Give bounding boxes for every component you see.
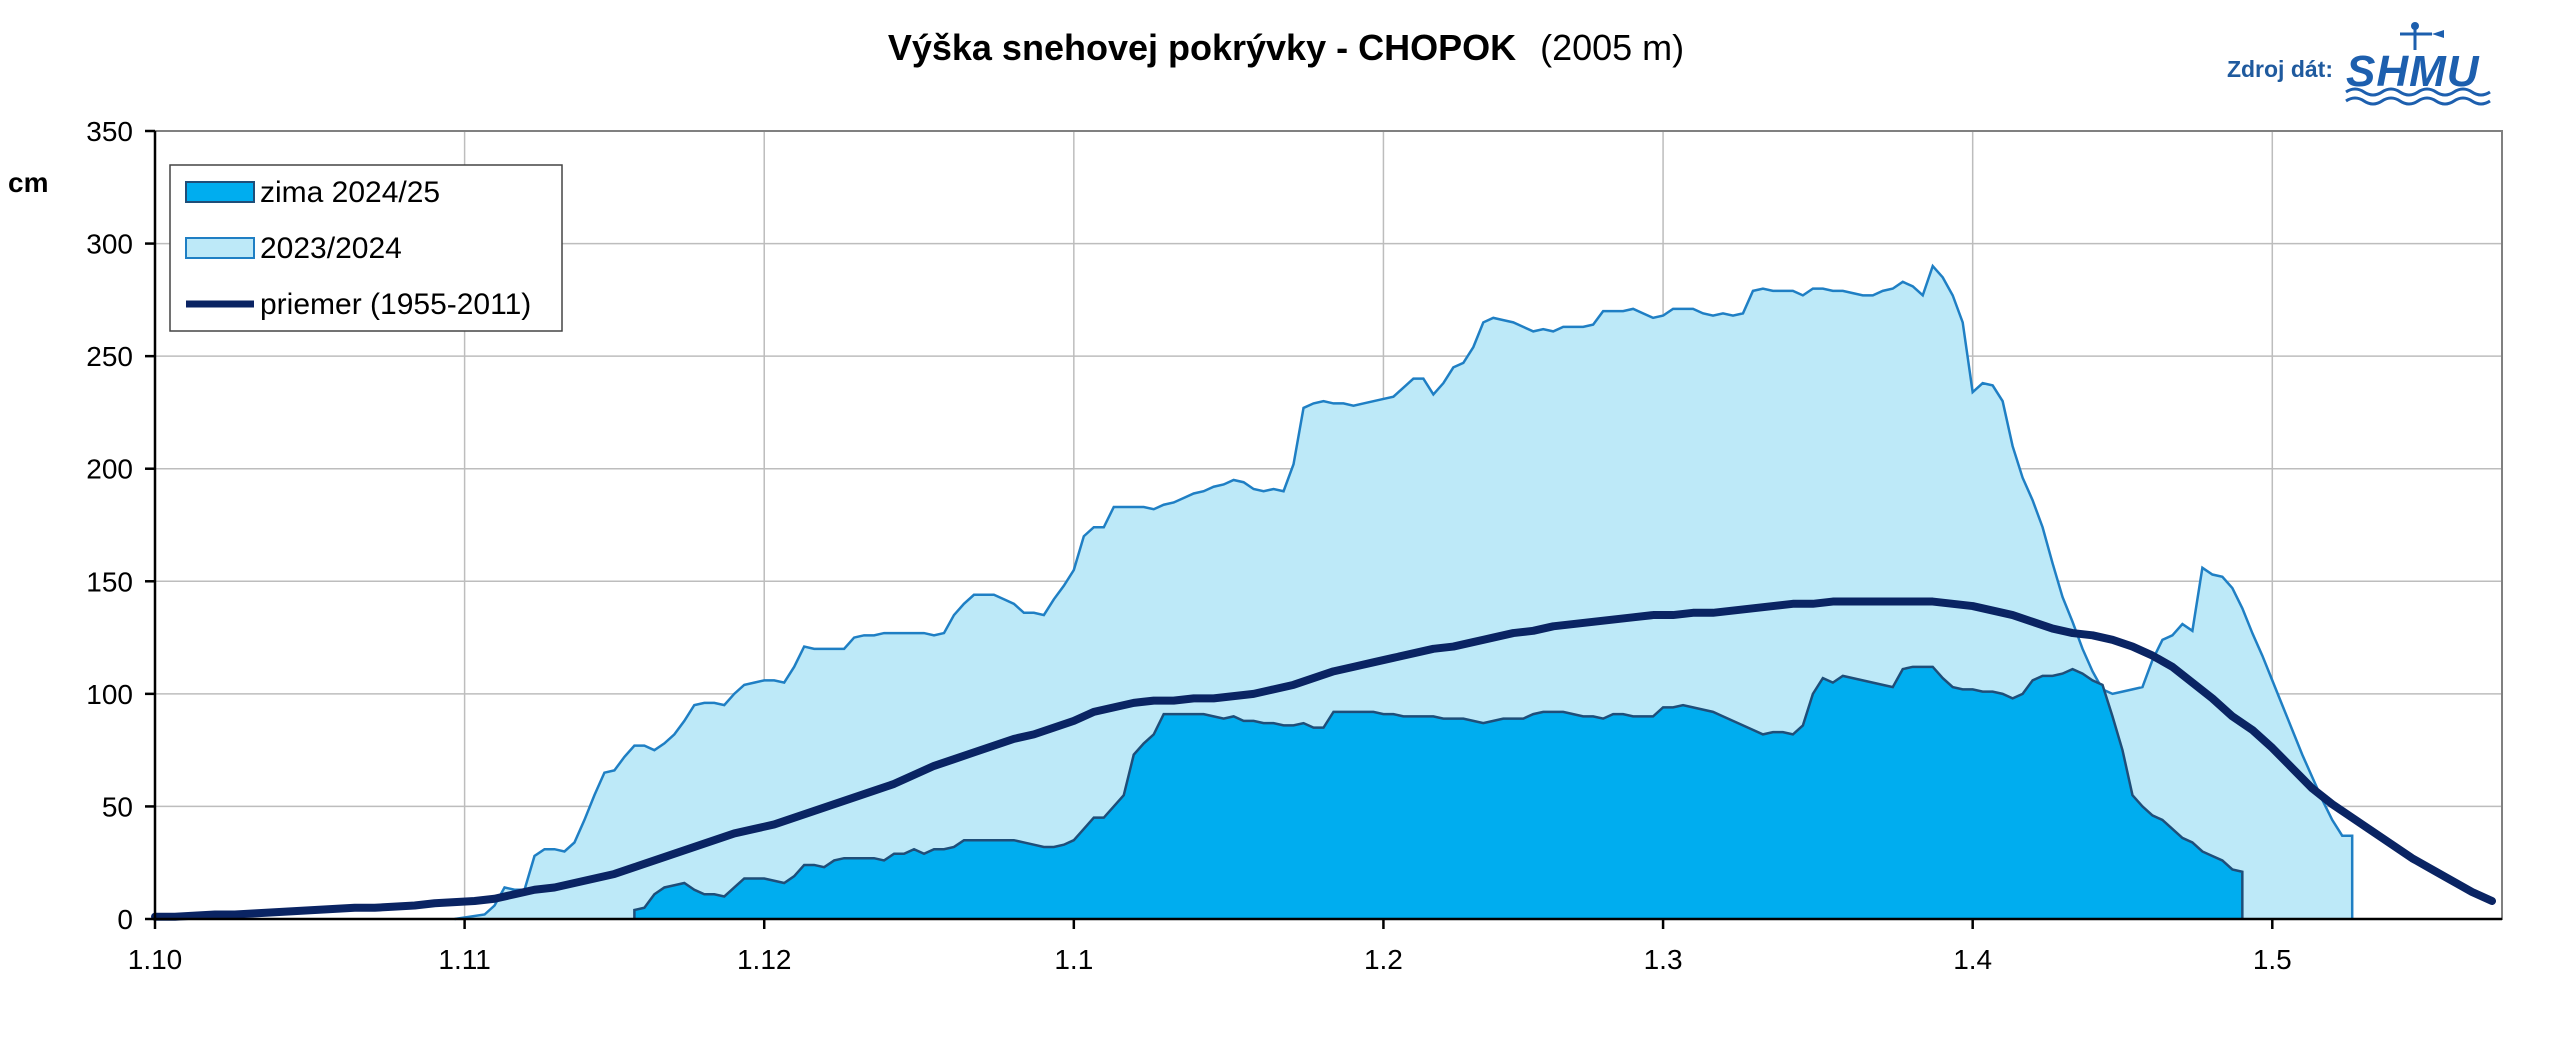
y-tick-label: 0 [117,904,133,935]
legend-label-priemer: priemer (1955-2011) [260,288,531,321]
x-tick-label: 1.2 [1364,944,1403,975]
chart-title-suffix: (2005 m) [1540,27,1684,68]
x-tick-label: 1.3 [1644,944,1683,975]
legend-label-zima: zima 2024/25 [260,176,440,209]
area-zima-2024-25 [634,666,2243,919]
y-tick-label: 250 [86,341,133,372]
legend-item-zima-2024-25: zima 2024/25 [185,176,440,209]
shmu-logo-text: SHMU [2346,47,2480,96]
average-line [151,597,2497,921]
chart-title-main: Výška snehovej pokrývky - CHOPOK [888,27,1516,68]
y-tick-label: 150 [86,566,133,597]
legend-item-2023-2024: 2023/2024 [185,232,402,265]
y-tick-label: 350 [86,116,133,147]
x-tick-label: 1.1 [1054,944,1093,975]
legend-item-priemer: priemer (1955-2011) [186,288,531,321]
area-outline-zima-2024-25 [633,665,2244,919]
x-tick-label: 1.11 [438,944,490,975]
y-tick-labels: 0 50 100 150 200 250 300 350 [86,116,133,935]
y-tick-label: 100 [86,679,133,710]
series-layer [151,263,2497,921]
x-tick-label: 1.12 [737,944,792,975]
shmu-logo: SHMU [2345,22,2491,106]
y-tick-label: 300 [86,229,133,260]
x-tick-label: 1.10 [128,944,183,975]
data-source: Zdroj dát: SHMU [2227,22,2491,106]
legend-label-2023-2024: 2023/2024 [260,232,402,265]
x-tick-label: 1.5 [2253,944,2292,975]
area-outline-2023-2024 [454,263,2354,921]
legend: zima 2024/25 2023/2024 priemer (1955-201… [169,164,563,332]
legend-swatch-2023-2024 [185,237,255,259]
x-tick-labels: 1.10 1.11 1.12 1.1 1.2 1.3 1.4 1.5 [128,944,2292,975]
chart-title: Výška snehovej pokrývky - CHOPOK (2005 m… [888,27,1684,68]
legend-swatch-zima [185,181,255,203]
source-label: Zdroj dát: [2227,56,2333,82]
axes [145,129,2503,929]
y-tick-label: 200 [86,454,133,485]
y-axis-unit: cm [8,167,48,198]
x-tick-label: 1.4 [1953,944,1992,975]
y-tick-label: 50 [102,791,133,822]
